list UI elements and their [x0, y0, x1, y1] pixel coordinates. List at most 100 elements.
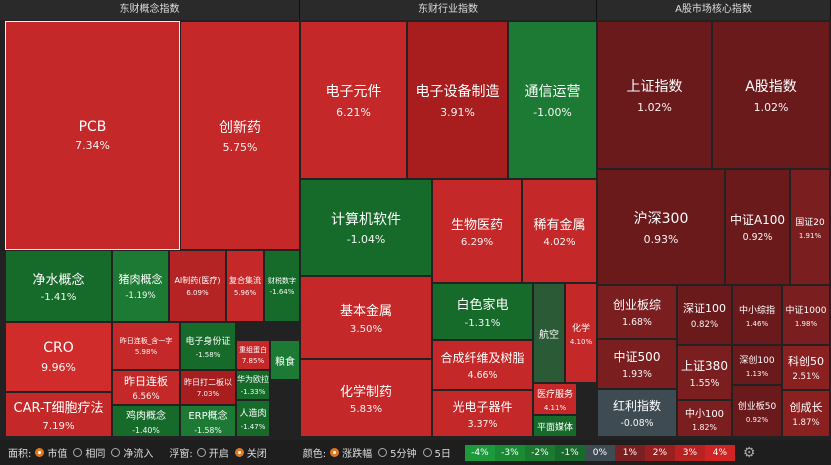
- tile-change: 1.98%: [794, 318, 818, 328]
- tile[interactable]: 昨日连板_含一字 5.98%: [112, 322, 180, 370]
- tile[interactable]: 科创50 2.51%: [782, 345, 830, 390]
- tile[interactable]: 电子元件 6.21%: [300, 21, 407, 179]
- radio-option[interactable]: 市值: [35, 445, 67, 460]
- tile[interactable]: 中证1000 1.98%: [782, 285, 830, 345]
- tile-name: 计算机软件: [331, 211, 401, 228]
- tile[interactable]: 化学制药 5.83%: [300, 359, 432, 437]
- tile[interactable]: 创成长 1.87%: [782, 390, 830, 437]
- tile-change: -1.64%: [269, 288, 295, 297]
- tile[interactable]: 昨日连板 6.56%: [112, 370, 180, 405]
- tile[interactable]: AI制药(医疗) 6.09%: [169, 250, 226, 322]
- tile[interactable]: 昨日打二板以 7.03%: [180, 370, 236, 405]
- tile[interactable]: 化学 4.10%: [565, 283, 597, 383]
- radio[interactable]: [73, 448, 83, 457]
- tile[interactable]: 中证500 1.93%: [597, 339, 677, 389]
- tile-change: 6.21%: [336, 105, 371, 119]
- radio[interactable]: [111, 448, 121, 457]
- option-label: 关闭: [246, 449, 267, 460]
- tile-name: ERP概念: [188, 411, 228, 423]
- radio[interactable]: [196, 448, 206, 457]
- radio-option[interactable]: 相同: [73, 445, 105, 460]
- radio-option[interactable]: 净流入: [111, 445, 153, 460]
- tile-name: 中证A100: [729, 213, 786, 227]
- tile[interactable]: PCB 7.34%: [5, 21, 180, 250]
- tile-change: 5.96%: [233, 288, 257, 297]
- tile[interactable]: 电子身份证 -1.58%: [180, 322, 236, 370]
- tile[interactable]: 创新药 5.75%: [180, 21, 300, 250]
- tile-change: 1.93%: [622, 369, 652, 380]
- tile-change: 5.75%: [222, 141, 258, 155]
- tile[interactable]: 国证20 1.91%: [790, 169, 830, 285]
- tile[interactable]: A股指数 1.02%: [712, 21, 830, 169]
- tile[interactable]: CAR-T细胞疗法 7.19%: [5, 392, 112, 437]
- tile[interactable]: 复合集流 5.96%: [226, 250, 264, 322]
- radio-option[interactable]: 关闭: [234, 445, 267, 460]
- tile[interactable]: 红利指数 -0.08%: [597, 389, 677, 437]
- tile[interactable]: 生物医药 6.29%: [432, 179, 522, 283]
- tile[interactable]: 合成纤维及树脂 4.66%: [432, 340, 533, 390]
- tile-name: 生物医药: [450, 217, 503, 233]
- tile[interactable]: 中小综指 1.46%: [732, 285, 782, 345]
- radio-option[interactable]: 5分钟: [378, 445, 417, 460]
- tile[interactable]: 鸡肉概念 -1.40%: [112, 405, 180, 437]
- tile-name: 华为欧拉: [237, 375, 269, 385]
- radio-option[interactable]: 5日: [422, 445, 451, 460]
- tile[interactable]: 猪肉概念 -1.19%: [112, 250, 169, 322]
- tile[interactable]: 上证380 1.55%: [677, 345, 732, 400]
- radio[interactable]: [330, 448, 340, 457]
- tile[interactable]: 通信运营 -1.00%: [508, 21, 597, 179]
- tile-change: 3.91%: [440, 105, 475, 119]
- tile[interactable]: 重组蛋白 7.85%: [236, 340, 270, 370]
- tile-name: 中小100: [684, 408, 725, 420]
- tile[interactable]: 华为欧拉 -1.33%: [236, 370, 270, 400]
- tile[interactable]: 中证A100 0.92%: [725, 169, 790, 285]
- tile[interactable]: ERP概念 -1.58%: [180, 405, 236, 437]
- tile[interactable]: 医疗服务 4.11%: [533, 383, 577, 415]
- tile[interactable]: 基本金属 3.50%: [300, 276, 432, 359]
- legend-swatch: 4%: [704, 444, 735, 461]
- radio[interactable]: [378, 448, 388, 457]
- tile[interactable]: 人造肉 -1.47%: [236, 400, 270, 437]
- radio-option[interactable]: 涨跌幅: [330, 445, 372, 460]
- legend-swatch: 3%: [674, 444, 705, 461]
- settings-icon[interactable]: ⚙: [742, 444, 756, 461]
- radio[interactable]: [35, 448, 45, 457]
- tile-change: 0.93%: [643, 232, 679, 246]
- tile[interactable]: 光电子器件 3.37%: [432, 390, 533, 437]
- tile[interactable]: 深创100 1.13%: [732, 345, 782, 385]
- tile-name: 财税数字: [268, 276, 296, 285]
- tile[interactable]: 净水概念 -1.41%: [5, 250, 112, 322]
- tile-change: 3.50%: [349, 323, 383, 335]
- radio[interactable]: [422, 448, 432, 457]
- panel-title: 东财行业指数: [300, 0, 597, 20]
- tile[interactable]: 中小100 1.82%: [677, 400, 732, 437]
- radio-option[interactable]: 开启: [196, 445, 229, 460]
- tile[interactable]: 粮食: [270, 340, 300, 380]
- tile[interactable]: 创业板50 0.92%: [732, 385, 782, 437]
- tile[interactable]: CRO 9.96%: [5, 322, 112, 392]
- tile[interactable]: 稀有金属 4.02%: [522, 179, 597, 283]
- tile-change: 9.96%: [41, 360, 76, 374]
- tile[interactable]: 平面媒体: [533, 415, 577, 437]
- tile-change: 4.10%: [569, 336, 593, 346]
- tile[interactable]: 计算机软件 -1.04%: [300, 179, 432, 276]
- tile[interactable]: 白色家电 -1.31%: [432, 283, 533, 340]
- radio[interactable]: [234, 448, 244, 457]
- tile-name: 中小综指: [738, 305, 775, 316]
- option-label: 5分钟: [390, 449, 417, 460]
- tile-name: 红利指数: [612, 399, 661, 413]
- tile[interactable]: 电子设备制造 3.91%: [407, 21, 508, 179]
- tile[interactable]: 深证100 0.82%: [677, 285, 732, 345]
- tile-name: 沪深300: [633, 211, 689, 228]
- tile-name: PCB: [78, 118, 107, 135]
- tile[interactable]: 航空: [533, 283, 565, 383]
- tile[interactable]: 财税数字 -1.64%: [264, 250, 300, 322]
- tile-name: CAR-T细胞疗法: [13, 401, 104, 417]
- tile[interactable]: 沪深300 0.93%: [597, 169, 725, 285]
- tile-name: 航空: [539, 329, 559, 341]
- tile[interactable]: 创业板综 1.68%: [597, 285, 677, 339]
- tile-change: 7.19%: [42, 420, 75, 432]
- tile-name: AI制药(医疗): [174, 276, 221, 286]
- tile[interactable]: 上证指数 1.02%: [597, 21, 712, 169]
- tile-name: 医疗服务: [536, 389, 573, 400]
